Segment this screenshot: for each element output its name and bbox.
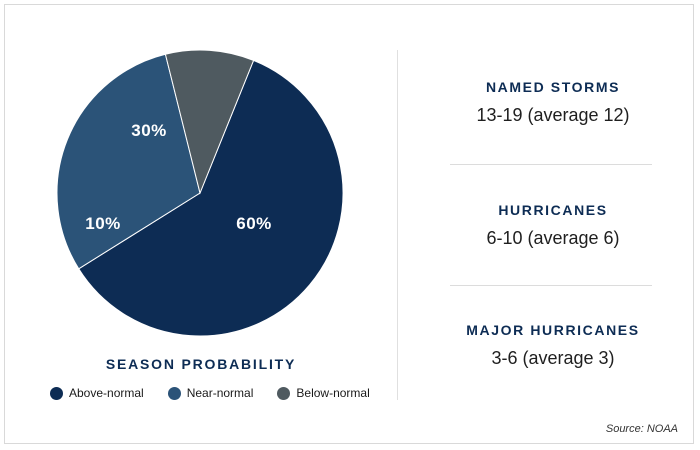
legend-item-above-normal: Above-normal <box>50 386 144 400</box>
stat-value-named-storms: 13-19 (average 12) <box>476 105 630 125</box>
stats-divider-2 <box>450 285 652 286</box>
stat-value-major-hurricanes: 3-6 (average 3) <box>491 348 615 368</box>
stats-divider-1 <box>450 164 652 165</box>
vertical-divider <box>397 50 398 400</box>
legend-swatch-below-normal <box>277 386 291 400</box>
legend-label-above-normal: Above-normal <box>69 386 144 400</box>
legend-swatch-above-normal <box>50 386 63 400</box>
stats-panel: NAMED STORMS 13-19 (average 12) HURRICAN… <box>430 0 676 450</box>
stat-hurricanes: HURRICANES 6-10 (average 6) <box>430 202 676 249</box>
stat-label-hurricanes: HURRICANES <box>498 202 608 218</box>
legend-item-below-normal: Below-normal <box>277 386 370 400</box>
stat-named-storms: NAMED STORMS 13-19 (average 12) <box>430 79 676 126</box>
chart-legend: Above-normal Near-normal Below-normal <box>50 386 394 400</box>
stat-major-hurricanes: MAJOR HURRICANES 3-6 (average 3) <box>430 322 676 369</box>
chart-title: SEASON PROBABILITY <box>105 356 297 372</box>
source-note: Source: NOAA <box>605 423 678 435</box>
legend-label-near-normal: Near-normal <box>186 386 254 400</box>
legend-item-near-normal: Near-normal <box>167 386 254 400</box>
legend-swatch-near-normal <box>167 386 181 400</box>
stat-value-hurricanes: 6-10 (average 6) <box>486 228 620 248</box>
stat-label-major-hurricanes: MAJOR HURRICANES <box>466 322 640 338</box>
stat-label-named-storms: NAMED STORMS <box>485 79 621 95</box>
legend-label-below-normal: Below-normal <box>296 386 370 400</box>
